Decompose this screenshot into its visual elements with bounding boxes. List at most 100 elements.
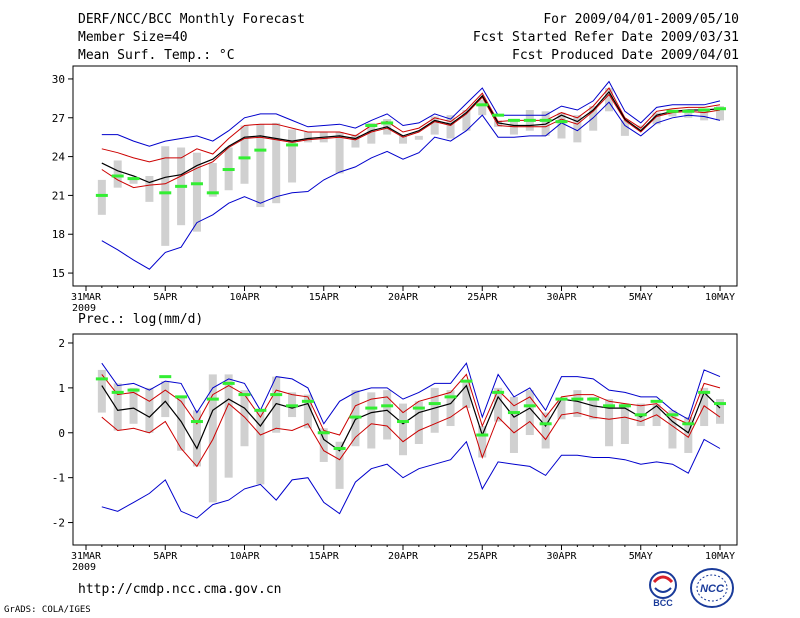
panel1-ensemble-box	[430, 116, 439, 135]
panel2-xtick-label: 15APR	[309, 551, 340, 562]
panel2-ensemble-box	[509, 396, 518, 453]
panel1-line-mean	[101, 90, 721, 184]
panel2-observed-mark	[698, 390, 711, 394]
panel2-ytick-label: -1	[52, 472, 65, 485]
panel2-xtick-label: 10APR	[229, 551, 260, 562]
panel1-xtick-label: 5MAY	[629, 292, 653, 303]
panel1-ensemble-box	[256, 124, 265, 208]
panel2-ensemble-box	[177, 396, 186, 451]
panel1-ensemble-box	[573, 115, 582, 143]
panel1-observed-mark	[190, 182, 203, 186]
panel2-observed-mark	[190, 420, 203, 424]
grads-credit: GrADS: COLA/IGES	[4, 605, 91, 615]
panel2-observed-mark	[650, 399, 663, 403]
panel1-ensemble-box	[652, 112, 661, 125]
ncc-logo: NCC	[690, 568, 734, 608]
forecast-period: For 2009/04/01-2009/05/10	[543, 12, 739, 27]
panel2-observed-mark	[286, 404, 299, 408]
panel2-ensemble-box	[605, 399, 614, 447]
panel1-observed-mark	[222, 168, 235, 172]
panel1-ensemble-box	[272, 122, 281, 204]
panel2-observed-mark	[444, 395, 457, 399]
panel2-ensemble-box	[367, 392, 376, 449]
panel1-observed-mark	[286, 143, 299, 147]
panel1-ensemble-box	[557, 112, 566, 139]
panel1-xtick-label: 25APR	[467, 292, 498, 303]
panel1-observed-mark	[507, 118, 520, 122]
panel1-ensemble-box	[684, 110, 693, 118]
panel2-observed-mark	[412, 406, 425, 410]
panel1-ytick-label: 21	[52, 189, 65, 202]
chart-title: DERF/NCC/BCC Monthly Forecast	[78, 12, 305, 27]
panel2-ensemble-box	[97, 369, 106, 413]
panel1-ytick-label: 18	[52, 228, 65, 241]
panel1-xtick-label: 15APR	[309, 292, 340, 303]
panel2-observed-mark	[317, 431, 330, 435]
panel2-observed-mark	[238, 393, 251, 397]
panel2-line-upper	[101, 373, 721, 436]
panel1-line-upper	[101, 87, 721, 163]
panel2-ensemble-box	[303, 394, 312, 429]
panel2-observed-mark	[571, 397, 584, 401]
panel1-xtick-label: 10APR	[229, 292, 260, 303]
panel2-observed-mark	[206, 397, 219, 401]
panel2-ensemble-box	[161, 381, 170, 418]
panel1-ensemble-box	[367, 122, 376, 144]
panel2-xtick-label: 25APR	[467, 551, 498, 562]
panel1-ensemble-box	[129, 178, 138, 184]
bcc-logo-text: BCC	[653, 598, 673, 608]
panel1-ensemble-box	[208, 163, 217, 197]
variable-label: Mean Surf. Temp.: °C	[78, 48, 235, 63]
panel2-observed-mark	[301, 399, 314, 403]
panel1-ensemble-box	[335, 132, 344, 174]
panel2-ensemble-box	[573, 390, 582, 418]
panel2-line-min	[101, 438, 721, 519]
panel2-observed-mark	[476, 433, 489, 437]
panel2-ensemble-box	[541, 412, 550, 449]
source-url[interactable]: http://cmdp.ncc.cma.gov.cn	[78, 582, 282, 597]
panel1-observed-mark	[159, 191, 172, 195]
panel1-observed-mark	[365, 124, 378, 128]
panel2-observed-mark	[111, 390, 124, 394]
panel1-ensemble-box	[192, 152, 201, 232]
panel2-ensemble-box	[224, 374, 233, 478]
bcc-logo: BCC	[649, 571, 677, 608]
panel1-observed-mark	[381, 121, 394, 125]
panel1-observed-mark	[666, 109, 679, 113]
panel2-ensemble-box	[557, 399, 566, 420]
panel1-ytick-label: 30	[52, 73, 65, 86]
panel2-observed-mark	[714, 402, 726, 406]
panel1-observed-mark	[714, 107, 726, 111]
panel1-observed-mark	[127, 177, 140, 181]
panel2-observed-mark	[175, 395, 188, 399]
panel2-observed-mark	[159, 375, 172, 379]
panel2-line-mean	[101, 384, 721, 452]
panel2-ensemble-box	[272, 376, 281, 433]
panel1-line-lower	[101, 93, 721, 189]
panel2-observed-mark	[523, 404, 536, 408]
panel1-observed-mark	[555, 120, 568, 124]
panel1-ensemble-box	[303, 132, 312, 143]
panel2-xtick-label: 5MAY	[629, 551, 653, 562]
panel2-ensemble-box	[240, 390, 249, 447]
panel2-ytick-label: 1	[58, 382, 65, 395]
panel2-title: Prec.: log(mm/d)	[78, 312, 203, 327]
member-size: Member Size=40	[78, 30, 188, 45]
panel1-ensemble-box	[161, 146, 170, 246]
panel2-ensemble-box	[684, 417, 693, 453]
panel2-observed-mark	[682, 422, 695, 426]
panel1-ensemble-box	[700, 110, 709, 121]
panel2-ytick-label: 2	[58, 337, 65, 350]
panel1-xtick-label: 5APR	[153, 292, 178, 303]
panel2-observed-mark	[555, 397, 568, 401]
panel1-ytick-label: 24	[52, 151, 66, 164]
panel1-ensemble-box	[478, 99, 487, 116]
panel2-line-max	[101, 362, 721, 425]
panel1-ensemble-box	[288, 129, 297, 183]
panel2-ensemble-box	[145, 387, 154, 433]
panel2-ensemble-box	[462, 381, 471, 409]
panel1-ensemble-box	[145, 176, 154, 202]
panel2-ensemble-box	[129, 387, 138, 424]
panel2-ensemble-box	[525, 390, 534, 436]
